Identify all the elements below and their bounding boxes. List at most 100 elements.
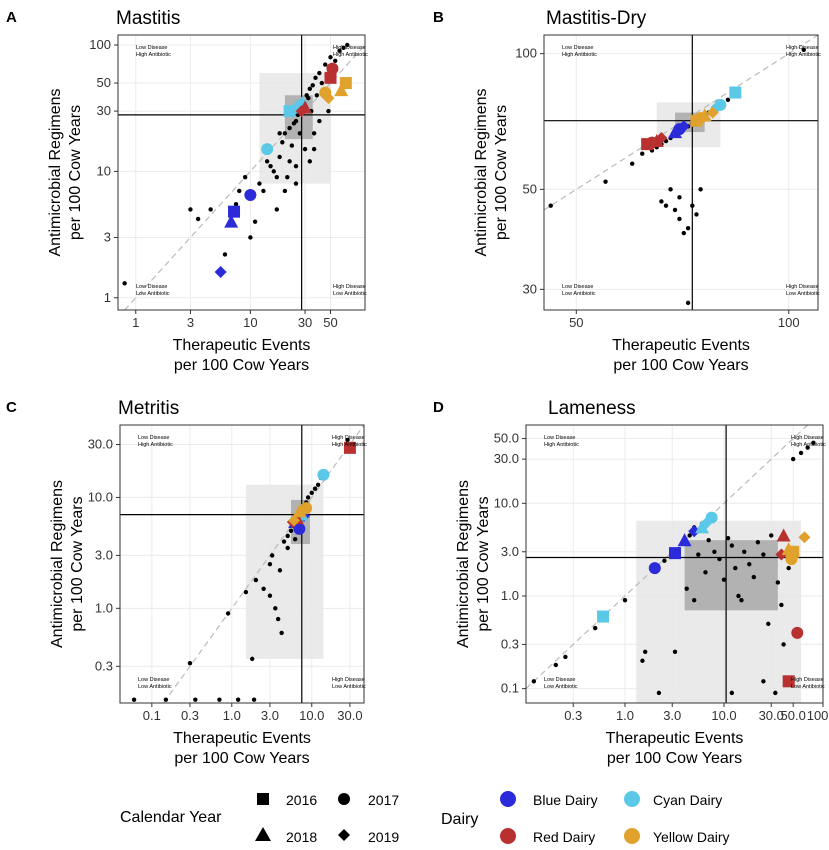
panel-letter: D xyxy=(433,399,444,416)
y-tick-label: 0.3 xyxy=(501,636,519,651)
background-point xyxy=(261,586,266,591)
background-point xyxy=(312,486,318,491)
quadrant-label-tr: High Antibiotic xyxy=(786,52,821,58)
background-point xyxy=(285,174,290,180)
x-axis-title: Therapeutic Events xyxy=(612,337,750,354)
plot-background xyxy=(120,425,364,703)
legend: Calendar Year 2016 2017 2018 2019 Dairy … xyxy=(120,791,730,845)
y-tick-label: 30.0 xyxy=(88,437,113,452)
x-tick-label: 3.0 xyxy=(663,708,681,723)
blue-dairy-2016-point xyxy=(228,205,241,218)
background-point xyxy=(717,556,722,562)
yellow-dairy-2018-point xyxy=(781,542,796,556)
background-point xyxy=(208,207,213,212)
quadrant-label-tl: High Antibiotic xyxy=(138,442,173,448)
background-point xyxy=(345,42,350,48)
legend-blue-dairy-swatch xyxy=(500,791,516,807)
background-point xyxy=(779,602,784,608)
background-point xyxy=(672,207,678,213)
background-point xyxy=(163,697,169,702)
background-point xyxy=(275,616,281,622)
background-point xyxy=(703,570,708,575)
background-point xyxy=(311,131,317,136)
quadrant-label-bl: Low Disease xyxy=(562,284,594,290)
blue-dairy-2018-point xyxy=(668,125,683,139)
legend-diamond-icon xyxy=(338,829,350,841)
background-point xyxy=(729,543,735,548)
background-point xyxy=(268,163,273,169)
legend-cyan-dairy: Cyan Dairy xyxy=(653,792,722,808)
plot-border xyxy=(119,424,365,704)
red-dairy-2016-point xyxy=(782,675,795,688)
plot-border xyxy=(543,34,819,311)
background-point xyxy=(725,97,731,103)
background-point xyxy=(739,598,744,603)
background-point xyxy=(222,252,228,257)
yellow-dairy-2018-point xyxy=(292,504,307,518)
background-point xyxy=(195,216,201,222)
quadrant-label-br: Low Antibiotic xyxy=(791,684,825,690)
panel-letter: B xyxy=(433,9,444,26)
background-point xyxy=(736,593,741,599)
background-point xyxy=(668,187,673,192)
background-point xyxy=(225,611,231,616)
y-tick-label: 100 xyxy=(515,46,537,61)
legend-red-dairy-swatch xyxy=(500,828,516,844)
x-tick-label: 30.0 xyxy=(759,708,784,723)
cyan-dairy-2018-point xyxy=(695,520,710,534)
background-point xyxy=(292,537,298,542)
y-tick-label: 50 xyxy=(523,181,537,196)
quadrant-label-bl: Low Antibiotic xyxy=(562,291,596,297)
x-tick-label: 50 xyxy=(323,315,337,330)
legend-triangle-icon xyxy=(255,827,271,841)
y-tick-label: 1.0 xyxy=(501,588,519,603)
background-point xyxy=(345,437,350,443)
background-point xyxy=(289,143,295,148)
background-point xyxy=(281,539,287,544)
background-point xyxy=(733,565,738,571)
quadrant-label-tr: High Antibiotic xyxy=(791,442,826,448)
quadrant-label-br: High Disease xyxy=(332,677,365,683)
quadrant-label-br: High Disease xyxy=(333,284,366,290)
y-axis-title: per 100 Cow Years xyxy=(493,105,510,240)
x-tick-label: 100.0 xyxy=(807,708,829,723)
background-point xyxy=(279,630,284,636)
x-tick-label: 10.0 xyxy=(711,708,736,723)
x-tick-label: 10 xyxy=(243,315,257,330)
yellow-dairy-2017-point xyxy=(300,502,313,515)
background-point xyxy=(311,146,317,152)
y-tick-label: 10.0 xyxy=(494,495,519,510)
y-axis-title: per 100 Cow Years xyxy=(475,496,492,631)
x-tick-label: 10.0 xyxy=(299,708,324,723)
panel-letter: A xyxy=(6,9,17,26)
y-tick-label: 30 xyxy=(523,281,537,296)
yellow-dairy-2019-point xyxy=(288,514,301,527)
background-point xyxy=(640,658,645,663)
red-dairy-2019-point xyxy=(655,131,668,144)
background-point xyxy=(251,697,257,702)
red-dairy-2017-point xyxy=(326,62,339,75)
background-point xyxy=(271,169,276,174)
plot-background xyxy=(544,35,818,310)
quadrant-label-bl: Low Antibiotic xyxy=(544,684,578,690)
quadrant-label-tr: High Disease xyxy=(791,435,824,441)
background-point xyxy=(790,456,796,462)
yellow-dairy-2019-point xyxy=(798,531,811,544)
x-axis-title: Therapeutic Events xyxy=(606,730,744,747)
cyan-dairy-2016-point xyxy=(729,86,742,99)
legend-year-2019: 2019 xyxy=(368,829,399,845)
red-dairy-2018-point xyxy=(776,528,791,542)
background-point xyxy=(282,131,288,136)
background-point xyxy=(761,679,766,684)
background-point xyxy=(274,207,279,212)
yellow-dairy-2018-point xyxy=(334,83,349,97)
x-axis-title: per 100 Cow Years xyxy=(174,357,309,374)
quadrant-label-tl: High Antibiotic xyxy=(562,52,597,58)
y-axis-title: Antimicrobial Regimens xyxy=(473,88,490,256)
background-point xyxy=(811,440,816,445)
background-point xyxy=(684,586,689,591)
y-tick-label: 10.0 xyxy=(88,489,113,504)
background-point xyxy=(287,125,292,131)
